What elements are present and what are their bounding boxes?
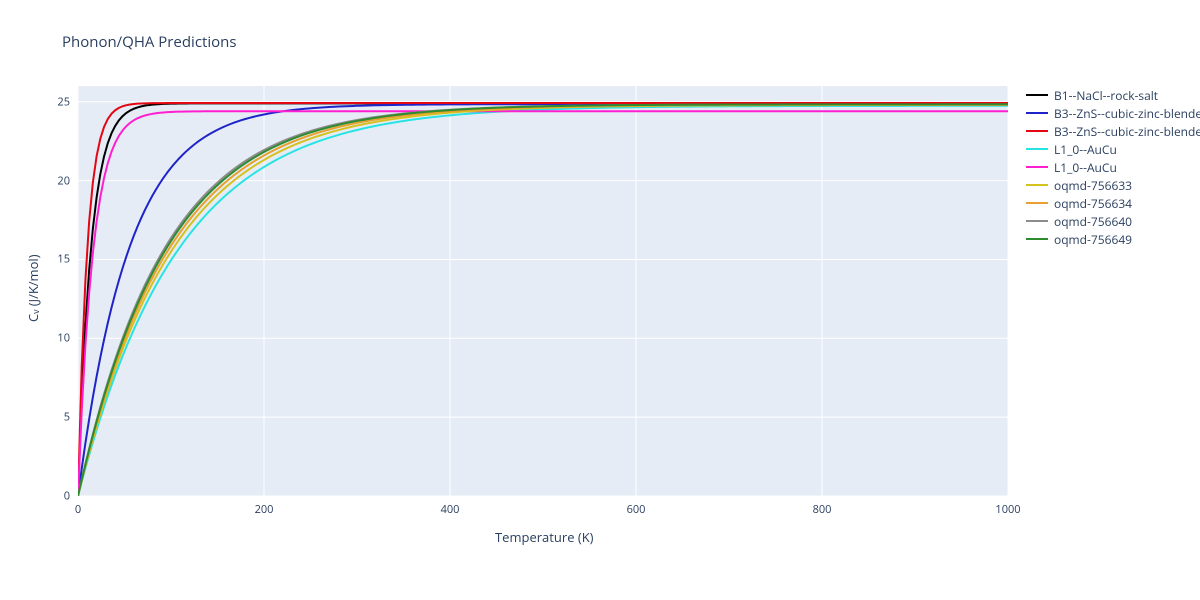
- tick-label: 15: [57, 252, 70, 267]
- legend-item[interactable]: oqmd-756634: [1026, 194, 1200, 212]
- legend: B1--NaCl--rock-saltB3--ZnS--cubic-zinc-b…: [1026, 86, 1200, 248]
- legend-label: oqmd-756634: [1054, 195, 1132, 212]
- legend-item[interactable]: B3--ZnS--cubic-zinc-blende: [1026, 104, 1200, 122]
- legend-item[interactable]: L1_0--AuCu: [1026, 158, 1200, 176]
- legend-label: B3--ZnS--cubic-zinc-blende: [1054, 123, 1200, 140]
- legend-swatch: [1026, 130, 1048, 132]
- legend-swatch: [1026, 238, 1048, 240]
- legend-label: B3--ZnS--cubic-zinc-blende: [1054, 105, 1200, 122]
- tick-label: 25: [57, 94, 70, 109]
- tick-label: 5: [64, 410, 70, 425]
- legend-label: L1_0--AuCu: [1054, 159, 1117, 176]
- legend-item[interactable]: B3--ZnS--cubic-zinc-blende: [1026, 122, 1200, 140]
- legend-label: oqmd-756640: [1054, 213, 1132, 230]
- chart-frame: Phonon/QHA Predictions Temperature (K) C…: [0, 0, 1200, 600]
- legend-item[interactable]: B1--NaCl--rock-salt: [1026, 86, 1200, 104]
- tick-label: 600: [627, 502, 646, 517]
- x-axis-title: Temperature (K): [495, 528, 594, 546]
- legend-swatch: [1026, 112, 1048, 114]
- legend-label: L1_0--AuCu: [1054, 141, 1117, 158]
- legend-label: oqmd-756649: [1054, 231, 1132, 248]
- tick-label: 20: [57, 173, 70, 188]
- legend-swatch: [1026, 220, 1048, 222]
- legend-swatch: [1026, 166, 1048, 168]
- legend-swatch: [1026, 148, 1048, 150]
- tick-label: 800: [813, 502, 832, 517]
- tick-label: 1000: [995, 502, 1020, 517]
- legend-item[interactable]: L1_0--AuCu: [1026, 140, 1200, 158]
- legend-item[interactable]: oqmd-756649: [1026, 230, 1200, 248]
- tick-label: 400: [441, 502, 460, 517]
- tick-label: 200: [255, 502, 274, 517]
- tick-label: 0: [64, 489, 70, 504]
- legend-swatch: [1026, 202, 1048, 204]
- legend-swatch: [1026, 184, 1048, 186]
- tick-label: 0: [75, 502, 81, 517]
- legend-label: oqmd-756633: [1054, 177, 1132, 194]
- legend-label: B1--NaCl--rock-salt: [1054, 87, 1158, 104]
- legend-item[interactable]: oqmd-756640: [1026, 212, 1200, 230]
- y-axis-title: Cᵥ (J/K/mol): [24, 254, 42, 322]
- tick-label: 10: [57, 331, 70, 346]
- legend-swatch: [1026, 94, 1048, 96]
- chart-title: Phonon/QHA Predictions: [62, 32, 237, 52]
- plot-area: [78, 86, 1008, 496]
- legend-item[interactable]: oqmd-756633: [1026, 176, 1200, 194]
